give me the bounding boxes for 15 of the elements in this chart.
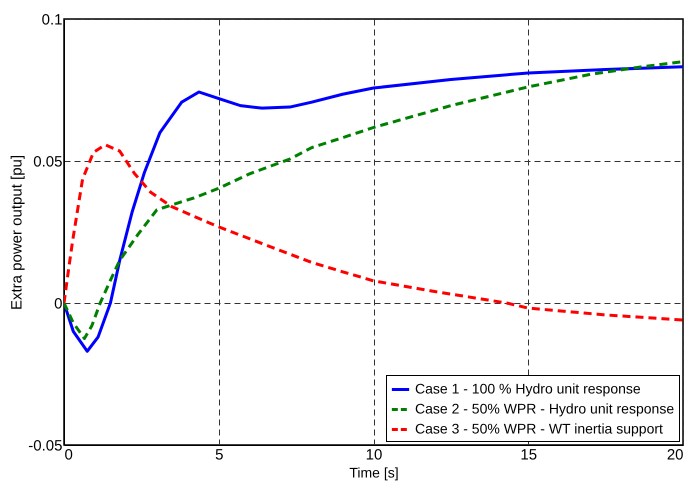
- line-series: [64, 143, 683, 322]
- x-axis-title: Time [s]: [349, 464, 399, 480]
- y-tick-label: -0.05: [28, 438, 62, 454]
- x-tick-label: 20: [666, 446, 684, 464]
- y-tick-label: 0.05: [33, 154, 62, 170]
- y-tick-label: 0: [54, 296, 62, 312]
- x-tick-label: 15: [520, 446, 538, 464]
- legend-label: Case 2 - 50% WPR - Hydro unit response: [415, 400, 674, 416]
- x-tick-label: 0: [64, 446, 73, 464]
- x-tick-label: 10: [366, 446, 382, 464]
- x-tick-label: 5: [215, 446, 224, 464]
- y-axis-title: Extra power output [pu]: [8, 154, 26, 310]
- legend-label: Case 1 - 100 % Hydro unit response: [415, 380, 641, 396]
- legend-label: Case 3 - 50% WPR - WT inertia support: [415, 420, 664, 436]
- y-tick-label: 0.1: [42, 12, 62, 28]
